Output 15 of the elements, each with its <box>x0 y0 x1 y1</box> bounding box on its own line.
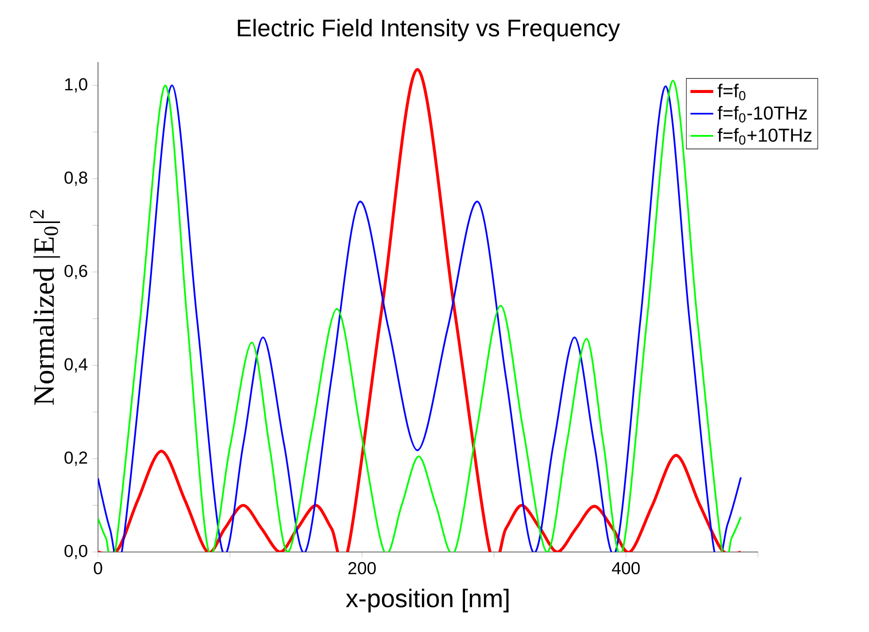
chart-title: Electric Field Intensity vs Frequency <box>238 18 620 42</box>
y-tick-label: 0,8 <box>64 171 88 186</box>
x-tick-label: 0 <box>94 562 102 574</box>
y-tick-label: 1,0 <box>65 78 88 92</box>
x-axis-title: x-position [nm] <box>346 588 509 612</box>
y-tick-label: 0,6 <box>64 264 88 280</box>
y-tick-label: 0,2 <box>64 451 88 466</box>
y-tick-label: 0,4 <box>64 358 88 372</box>
y-axis-title: Normalized |E$_{0}$|$^{2}$ <box>30 210 60 405</box>
legend-label: f=f$_{0}$ <box>718 84 746 100</box>
legend-label: f=f$_{0}$-10THz <box>718 106 807 122</box>
x-tick-label: 400 <box>612 562 640 574</box>
legend-label: f=f$_{0}$+10THz <box>718 128 812 145</box>
y-tick-label: 0,0 <box>64 544 88 560</box>
x-tick-label: 200 <box>348 562 376 574</box>
